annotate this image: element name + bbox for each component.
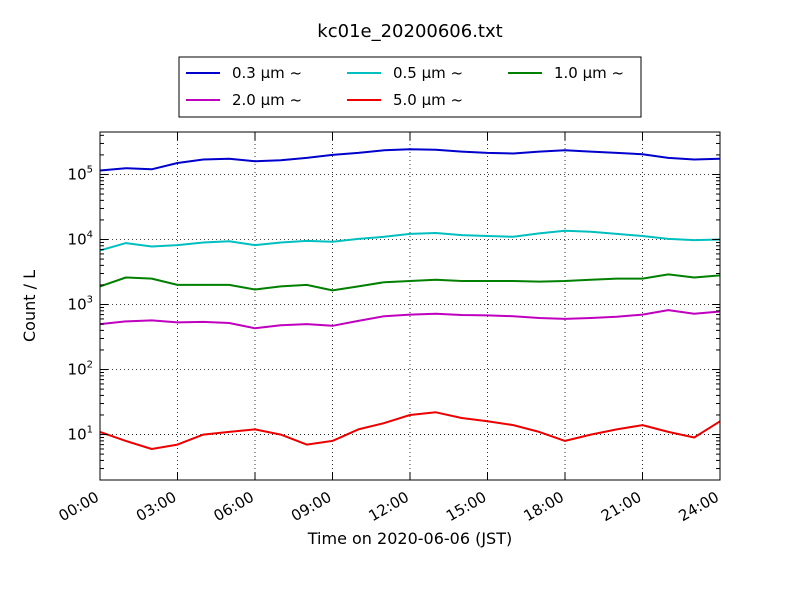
x-axis-label: Time on 2020-06-06 (JST) (307, 529, 512, 548)
x-tick-label: 00:00 (56, 488, 102, 525)
legend-frame (178, 56, 642, 118)
x-tick-label: 06:00 (211, 488, 257, 525)
legend: 0.3 µm ~ 0.5 µm ~ 1.0 µm ~ 2.0 µm ~ 5.0 µm ~ (178, 56, 642, 118)
legend-label: 5.0 µm ~ (393, 91, 463, 109)
x-tick-label: 15:00 (443, 488, 489, 525)
legend-label: 1.0 µm ~ (554, 64, 624, 82)
y-tick-label: 105 (68, 164, 93, 183)
y-tick-label: 104 (68, 229, 93, 248)
x-tick-label: 03:00 (133, 488, 179, 525)
x-tick-label: 21:00 (598, 488, 644, 525)
y-tick-label: 102 (68, 360, 93, 379)
series-line-2 (99, 273, 721, 292)
chart-title: kc01e_20200606.txt (317, 21, 502, 42)
y-ticks: 101 102 103 104 105 (68, 134, 720, 481)
grid (100, 132, 720, 480)
legend-label: 0.3 µm ~ (232, 64, 302, 82)
legend-label: 0.5 µm ~ (393, 64, 463, 82)
y-tick-label: 103 (68, 295, 93, 314)
y-tick-label: 101 (68, 425, 93, 444)
x-ticks: 00:00 03:00 06:00 09:00 12:00 15:00 18:00 21:00… (56, 132, 722, 525)
y-axis-label: Count / L (20, 270, 39, 342)
x-tick-label: 18:00 (521, 488, 567, 525)
series-line-3 (99, 309, 721, 330)
series-line-0 (99, 148, 721, 172)
x-tick-label: 12:00 (366, 488, 412, 525)
series-line-4 (99, 411, 721, 450)
legend-label: 2.0 µm ~ (232, 91, 302, 109)
series-line-1 (99, 229, 721, 252)
x-tick-label: 24:00 (676, 488, 722, 525)
series-lines (99, 148, 721, 450)
x-tick-label: 09:00 (288, 488, 334, 525)
